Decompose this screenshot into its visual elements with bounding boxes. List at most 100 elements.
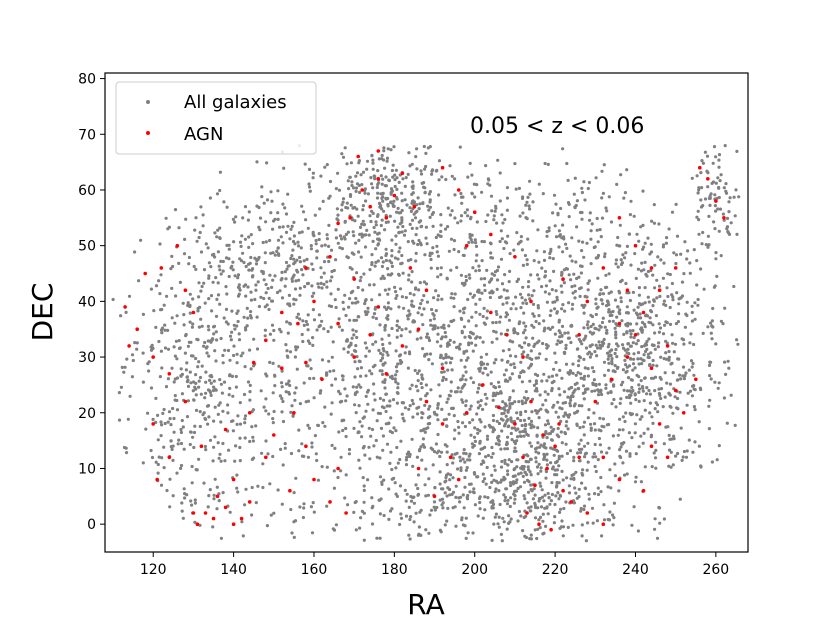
galaxy-point [696,209,700,213]
galaxy-point [144,427,148,431]
galaxy-point [539,469,543,473]
galaxy-point [500,429,504,433]
galaxy-point [158,292,162,296]
galaxy-point [462,448,466,452]
agn-point [529,399,533,404]
galaxy-point [323,424,327,428]
galaxy-point [459,195,464,199]
galaxy-point [650,415,654,419]
galaxy-point [661,332,666,336]
galaxy-point [266,286,270,291]
galaxy-point [515,458,519,462]
galaxy-point [440,325,444,329]
galaxy-point [497,489,501,493]
galaxy-point [290,404,294,408]
galaxy-point [656,410,660,414]
galaxy-point [568,449,573,453]
galaxy-point [598,292,602,297]
galaxy-point [533,389,537,393]
galaxy-point [207,274,211,278]
galaxy-point [470,315,474,319]
galaxy-point [548,431,553,436]
galaxy-point [192,445,196,450]
galaxy-point [523,253,528,258]
galaxy-point [300,204,304,208]
galaxy-point [628,329,632,333]
galaxy-point [381,434,385,438]
galaxy-point [203,301,207,305]
galaxy-point [436,418,440,422]
galaxy-point [456,467,460,471]
galaxy-point [406,258,410,263]
galaxy-point [679,377,683,381]
galaxy-point [305,322,309,327]
galaxy-point [228,358,232,362]
galaxy-point [389,192,393,196]
galaxy-point [552,427,556,431]
galaxy-point [423,483,427,487]
galaxy-point [452,340,456,344]
galaxy-point [542,258,547,262]
agn-point [336,221,340,226]
galaxy-point [643,465,647,469]
galaxy-point [347,305,351,309]
galaxy-point [668,272,672,277]
galaxy-point [166,420,170,424]
galaxy-point [560,519,564,523]
galaxy-point [407,278,411,282]
galaxy-point [640,415,644,419]
galaxy-point [575,199,580,203]
galaxy-point [373,307,377,311]
galaxy-point [452,239,457,243]
galaxy-point [543,390,547,394]
galaxy-point [582,311,586,315]
galaxy-point [614,330,618,334]
galaxy-point [267,307,271,312]
galaxy-point [243,417,247,421]
galaxy-point [629,378,633,382]
galaxy-point [675,378,680,382]
galaxy-point [187,340,191,344]
galaxy-point [483,495,487,499]
galaxy-point [197,379,201,383]
galaxy-point [735,338,739,342]
galaxy-point [444,355,448,360]
galaxy-point [400,412,404,416]
galaxy-point [243,365,247,369]
galaxy-point [605,285,609,289]
galaxy-point [651,273,655,277]
galaxy-point [529,533,533,537]
galaxy-point [610,402,614,406]
galaxy-point [467,454,471,458]
agn-point [706,177,710,181]
y-tick-label: 0 [87,517,96,533]
galaxy-point [478,366,483,370]
galaxy-point [566,178,570,182]
galaxy-point [154,325,158,329]
galaxy-point [727,200,731,204]
galaxy-point [605,351,610,355]
galaxy-point [535,249,539,253]
galaxy-point [173,394,177,398]
galaxy-point [419,219,423,223]
galaxy-point [506,296,510,300]
galaxy-point [682,272,686,276]
galaxy-point [596,256,600,260]
galaxy-point [218,170,222,174]
galaxy-point [268,332,272,336]
galaxy-point [665,321,669,325]
galaxy-point [544,343,549,347]
galaxy-point [199,250,204,254]
galaxy-point [521,467,525,471]
galaxy-point [369,219,373,224]
galaxy-point [703,197,708,201]
galaxy-point [523,497,527,501]
galaxy-point [141,461,145,465]
galaxy-point [574,373,578,377]
galaxy-point [497,380,501,384]
galaxy-point [558,368,562,372]
galaxy-point [508,520,512,524]
galaxy-point [500,213,504,217]
galaxy-point [438,355,443,360]
galaxy-point [416,311,420,315]
